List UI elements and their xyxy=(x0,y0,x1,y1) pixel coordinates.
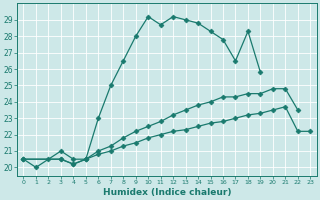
X-axis label: Humidex (Indice chaleur): Humidex (Indice chaleur) xyxy=(103,188,231,197)
